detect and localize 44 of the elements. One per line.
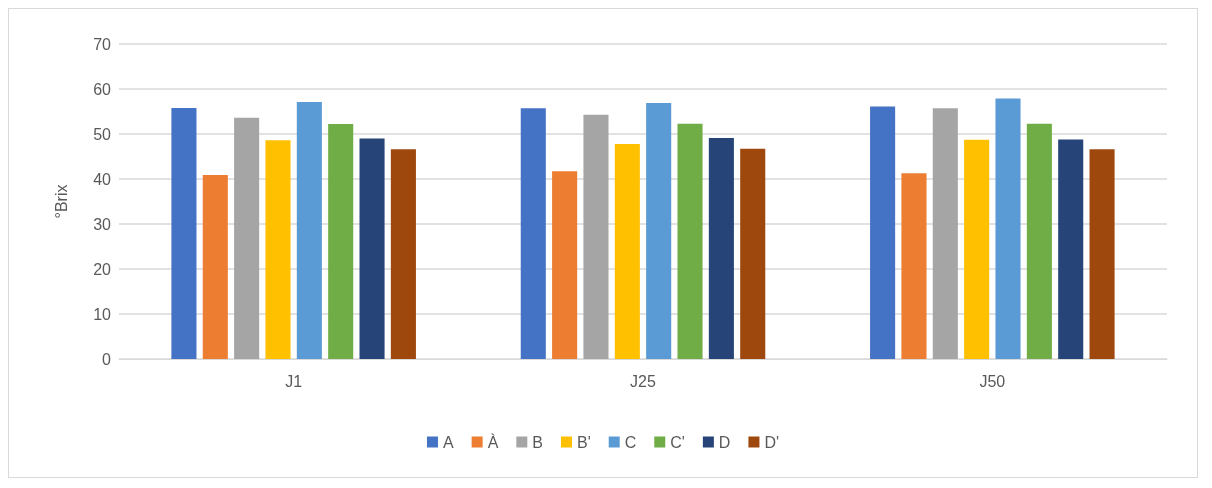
bar: [296, 102, 322, 359]
y-tick-label: 50: [93, 125, 112, 143]
y-tick-label: 70: [93, 35, 112, 53]
bar: [390, 149, 416, 359]
bar: [583, 114, 609, 359]
legend-label: C': [670, 433, 685, 451]
bar: [359, 138, 385, 359]
legend-label: B': [576, 433, 591, 451]
bar: [265, 140, 291, 359]
bar: [870, 106, 896, 359]
y-axis-title: °Brix: [52, 184, 70, 219]
bar: [995, 98, 1021, 359]
legend-label: À: [487, 432, 499, 451]
x-tick-label: J50: [979, 372, 1006, 390]
bar: [708, 138, 734, 359]
legend-label: D: [718, 433, 731, 451]
y-tick-label: 10: [93, 305, 112, 323]
bar: [614, 143, 640, 359]
bar: [932, 108, 958, 359]
bar: [552, 171, 578, 359]
bar: [646, 102, 672, 359]
bar: [171, 107, 197, 359]
bar: [1026, 123, 1052, 359]
x-tick-label: J1: [285, 372, 303, 390]
bar: [740, 148, 766, 359]
bar: [328, 124, 354, 359]
legend-label: C: [624, 433, 637, 451]
x-tick-label: J25: [630, 372, 656, 390]
bar: [520, 108, 546, 359]
bar: [964, 139, 990, 359]
bar: [234, 117, 260, 359]
y-tick-label: 40: [93, 170, 112, 188]
y-tick-label: 20: [93, 260, 112, 278]
bar: [202, 174, 228, 359]
bar: [677, 123, 703, 359]
legend-label: B: [532, 433, 543, 451]
bar: [1058, 139, 1084, 359]
legend-label: A: [442, 433, 454, 451]
y-tick-label: 0: [102, 350, 112, 368]
y-tick-label: 60: [93, 80, 112, 98]
y-tick-label: 30: [93, 215, 112, 233]
bar: [901, 173, 927, 359]
legend-label: D': [764, 433, 780, 451]
bar: [1089, 149, 1115, 359]
